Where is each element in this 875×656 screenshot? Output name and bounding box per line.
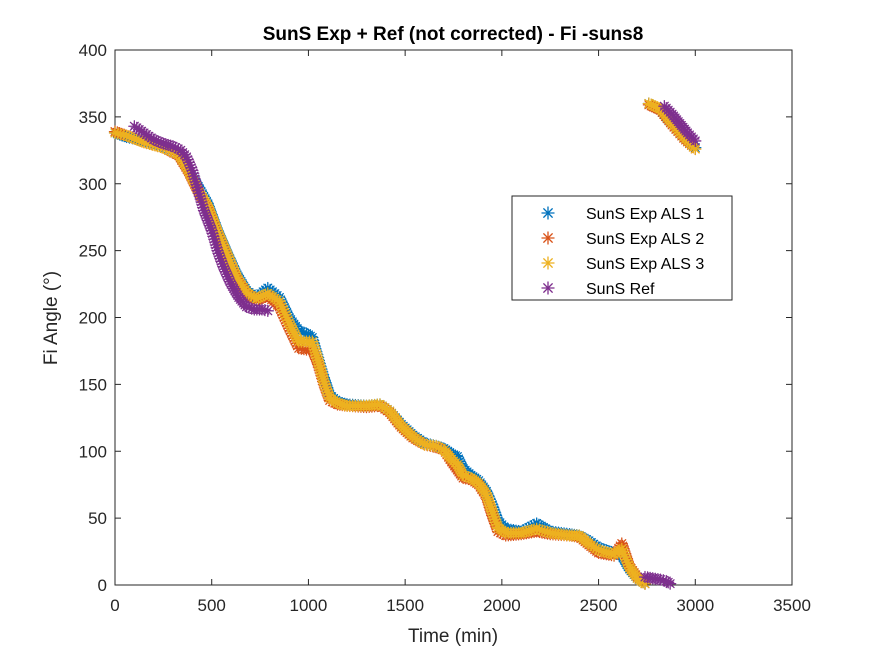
legend-label: SunS Exp ALS 1 (586, 206, 704, 223)
y-tick-label: 250 (79, 242, 107, 261)
chart-title: SunS Exp + Ref (not corrected) - Fi -sun… (263, 24, 644, 45)
data-point (689, 142, 702, 156)
y-axis-label: Fi Angle (°) (41, 271, 62, 365)
x-tick-label: 2500 (580, 596, 618, 615)
y-tick-label: 50 (88, 509, 107, 528)
x-tick-label: 500 (198, 596, 226, 615)
data-point (663, 577, 677, 590)
legend-marker (541, 256, 555, 270)
series-4 (128, 100, 702, 590)
y-tick-label: 300 (79, 175, 107, 194)
x-axis-label: Time (min) (408, 626, 498, 647)
legend-label: SunS Exp ALS 2 (586, 231, 704, 248)
x-tick-label: 2000 (483, 596, 521, 615)
series-3 (108, 97, 702, 590)
x-tick-label: 3500 (773, 596, 811, 615)
legend-marker (541, 281, 555, 295)
x-tick-label: 1500 (386, 596, 424, 615)
data-point (261, 304, 274, 317)
legend: SunS Exp ALS 1 SunS Exp ALS 2 SunS Exp ALS… (511, 195, 733, 301)
y-tick-label: 150 (79, 375, 107, 394)
y-tick-label: 0 (98, 576, 107, 595)
legend-marker (541, 231, 555, 245)
data-points (108, 97, 702, 590)
legend-label: SunS Exp ALS 3 (586, 256, 704, 273)
y-tick-label: 350 (79, 108, 107, 127)
y-tick-label: 200 (79, 309, 107, 328)
x-tick-label: 1000 (290, 596, 328, 615)
x-tick-label: 0 (110, 596, 119, 615)
axis-ticks: 0 500 1000 1500 2000 2500 3000 3500 0 50 100 150 200… (79, 41, 811, 615)
data-point (689, 134, 702, 148)
y-tick-label: 400 (79, 41, 107, 60)
y-tick-label: 100 (79, 442, 107, 461)
x-tick-label: 3000 (676, 596, 714, 615)
legend-marker (541, 206, 555, 220)
legend-label: SunS Ref (586, 281, 655, 298)
